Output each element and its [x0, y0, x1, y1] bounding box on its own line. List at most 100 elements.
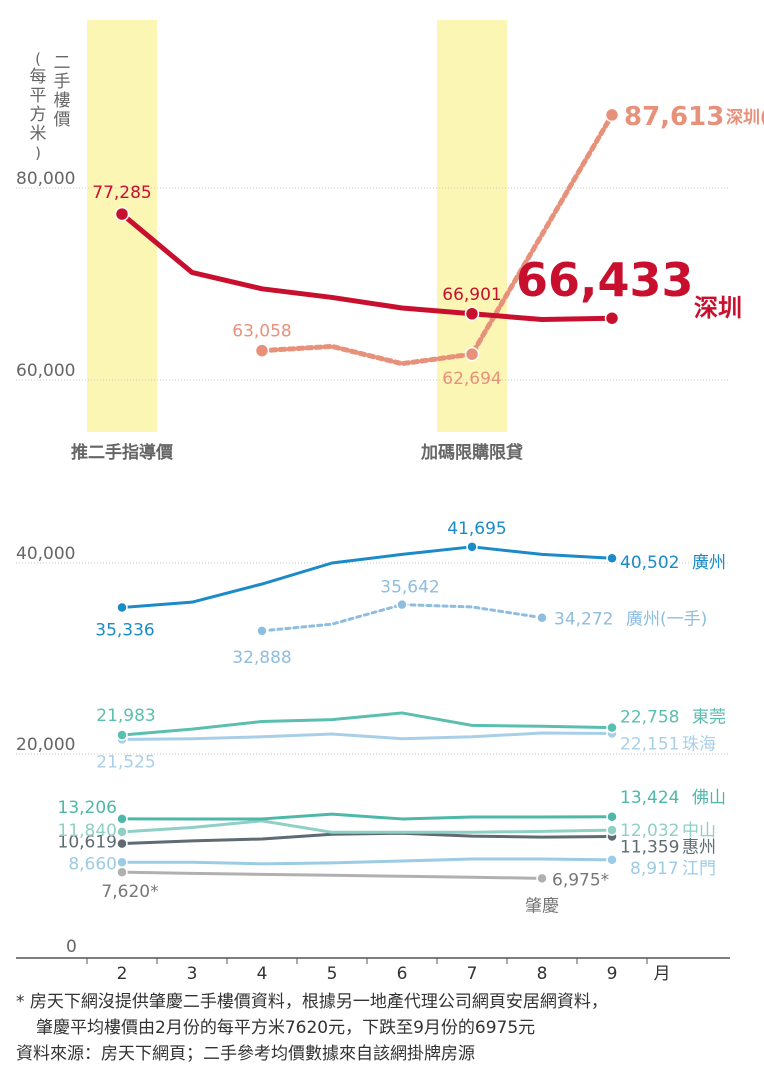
series-line-shenzhen — [119, 211, 615, 323]
series-line-dongguan — [120, 711, 614, 737]
data-point-jiangmen-9 — [606, 854, 618, 866]
data-point-dongguan-2 — [116, 729, 128, 741]
data-label-huizhou-2: 10,619 — [58, 833, 117, 853]
line-chart: 推二手指導價 加碼限購限貸 20,000 40,000 60,000 80,000 0 二手樓… — [16, 20, 764, 984]
data-label-zhaoqing-2: 7,620* — [101, 882, 158, 902]
data-point-shenzhen-new-4 — [254, 343, 270, 358]
y-tick-label-40000: 40,000 — [16, 544, 75, 564]
series-line-zhaoqing — [120, 870, 544, 880]
y-tick-label-0: 0 — [66, 937, 77, 957]
data-point-jiangmen-2 — [116, 856, 128, 869]
x-axis-unit-label: 月 — [654, 964, 671, 984]
data-label-guangzhou-2: 35,336 — [95, 621, 154, 641]
data-label-guangzhou-7: 41,695 — [447, 519, 506, 539]
data-point-guangzhou-new-6 — [396, 598, 408, 611]
x-tick-label-9: 9 — [607, 964, 618, 984]
data-point-zhaoqing-8 — [536, 872, 548, 885]
data-label-jiangmen-9: 8,917 — [630, 859, 679, 879]
x-tick-label-3: 3 — [187, 964, 198, 984]
data-point-zhongshan-2 — [116, 826, 128, 838]
series-line-guangzhou — [120, 545, 614, 610]
data-label-shenzhen-new-7: 62,694 — [442, 369, 501, 389]
series-name-label-guangzhou: 廣州 — [692, 553, 726, 573]
x-tick-label-7: 7 — [467, 964, 478, 984]
data-point-shenzhen-2 — [114, 206, 130, 222]
series-name-label-shenzhen-new: 深圳(一手) — [726, 107, 764, 128]
y-tick-label-20000: 20,000 — [16, 735, 75, 755]
x-tick-label-2: 2 — [117, 964, 128, 984]
data-point-guangzhou-7 — [466, 541, 478, 553]
data-point-guangzhou-new-8 — [536, 611, 548, 624]
data-point-shenzhen-new-7 — [464, 346, 480, 362]
series-name-label-zhongshan: 中山 — [682, 821, 716, 841]
data-label-dongguan-2: 21,983 — [96, 706, 155, 726]
data-label-zhuhai-2: 21,525 — [96, 752, 155, 772]
data-label-guangzhou-new-4: 32,888 — [232, 648, 291, 668]
data-label-foshan-2: 13,206 — [58, 798, 117, 818]
data-label-shenzhen-new-9: 87,613 — [624, 102, 724, 132]
data-label-guangzhou-new-8: 34,272 — [554, 610, 613, 630]
y-axis-label-paren: ( — [35, 50, 41, 68]
data-label-shenzhen-2: 77,285 — [92, 183, 151, 203]
data-label-guangzhou-new-6: 35,642 — [380, 578, 439, 598]
series-line-foshan — [120, 812, 614, 821]
data-point-shenzhen-7 — [464, 306, 480, 322]
series-name-label-jiangmen: 江門 — [682, 859, 716, 879]
data-label-zhuhai-9: 22,151 — [620, 734, 679, 754]
series-name-label-dongguan: 東莞 — [692, 708, 726, 728]
data-label-zhaoqing-8: 6,975* — [552, 870, 609, 890]
series-line-shenzhen-new — [259, 112, 615, 367]
footnote-line-2: 肇慶平均樓價由2月份的每平方米7620元，下跌至9月份的6975元 — [36, 1018, 536, 1038]
data-label-jiangmen-2: 8,660 — [68, 854, 117, 874]
highlight-band-2 — [437, 20, 507, 432]
data-label-huizhou-9: 11,359 — [620, 838, 679, 858]
series-line-zhongshan — [120, 819, 614, 834]
series-name-label-huizhou: 惠州 — [682, 838, 716, 858]
series-line-zhuhai — [120, 731, 614, 741]
data-point-dongguan-9 — [606, 721, 618, 734]
data-point-foshan-2 — [116, 813, 128, 825]
x-tick-label-4: 4 — [257, 964, 268, 984]
x-tick-label-6: 6 — [397, 964, 408, 984]
y-axis-label-char: 每 — [30, 67, 47, 87]
data-label-guangzhou-9: 40,502 — [620, 553, 679, 573]
data-point-guangzhou-new-4 — [256, 625, 268, 637]
data-point-shenzhen-new-9 — [604, 107, 620, 123]
data-point-guangzhou-9 — [606, 552, 618, 564]
series-name-label-guangzhou-new: 廣州(一手) — [626, 610, 707, 630]
y-axis-label-char: 手 — [54, 72, 71, 92]
y-axis-label-char: 平 — [30, 86, 47, 106]
x-tick-label-5: 5 — [327, 964, 338, 984]
data-label-shenzhen-9: 66,433 — [516, 253, 694, 307]
series-name-label-zhaoqing: 肇慶 — [525, 896, 559, 916]
source-note: 資料來源：房天下網頁；二手參考均價數據來自該網掛牌房源 — [16, 1044, 475, 1064]
y-axis-label-char: 二 — [54, 53, 71, 73]
series-line-huizhou — [120, 831, 614, 846]
highlight-band-1 — [87, 20, 157, 432]
data-point-huizhou-2 — [116, 837, 128, 850]
data-label-zhongshan-9: 12,032 — [620, 821, 679, 841]
data-point-zhongshan-9 — [606, 824, 618, 836]
series-name-label-zhuhai: 珠海 — [682, 734, 716, 754]
data-label-shenzhen-7: 66,901 — [442, 285, 501, 305]
y-axis-label-char: 樓 — [54, 91, 71, 111]
y-tick-label-60000: 60,000 — [16, 361, 75, 381]
data-point-shenzhen-9 — [604, 310, 620, 326]
y-axis-label-char: 方 — [30, 105, 47, 125]
footnote-line-1: * 房天下網沒提供肇慶二手樓價資料，根據另一地產代理公司網頁安居網資料， — [16, 992, 608, 1012]
series-line-jiangmen — [120, 857, 614, 866]
highlight-band-label-1: 推二手指導價 — [71, 442, 174, 463]
data-label-foshan-9: 13,424 — [620, 788, 679, 808]
data-label-shenzhen-new-4: 63,058 — [232, 322, 291, 342]
series-name-label-shenzhen: 深圳 — [694, 294, 742, 322]
series-name-label-foshan: 佛山 — [692, 788, 726, 808]
y-tick-label-80000: 80,000 — [16, 169, 75, 189]
data-point-zhaoqing-2 — [116, 866, 128, 878]
data-label-dongguan-9: 22,758 — [620, 708, 679, 728]
y-axis-label-char: 米 — [30, 124, 47, 144]
data-point-foshan-9 — [606, 811, 618, 823]
y-axis-label-char: 價 — [54, 110, 71, 130]
data-label-zhongshan-2: 11,840 — [58, 821, 117, 841]
x-tick-label-8: 8 — [537, 964, 548, 984]
